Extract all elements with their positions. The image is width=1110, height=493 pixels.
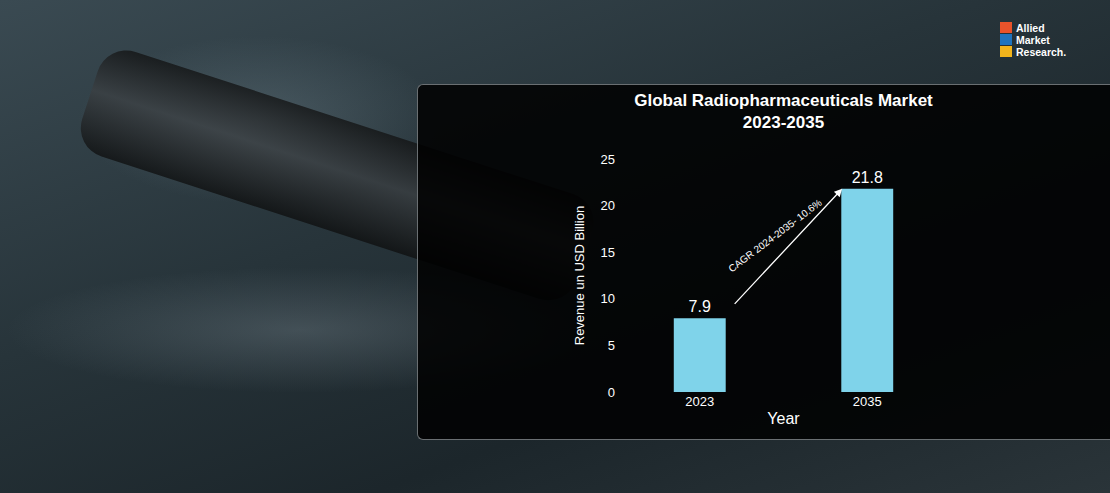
svg-text:0: 0 [608,385,615,400]
svg-text:2035: 2035 [853,394,882,409]
svg-text:Global Radiopharmaceuticals Ma: Global Radiopharmaceuticals Market2023-2… [634,91,933,132]
svg-text:Year: Year [767,410,800,427]
svg-text:Revenue un USD Billion: Revenue un USD Billion [572,206,587,345]
svg-text:CAGR 2024-2035- 10.6%: CAGR 2024-2035- 10.6% [726,197,824,274]
svg-text:2023: 2023 [685,394,714,409]
svg-text:15: 15 [601,245,615,260]
svg-text:7.9: 7.9 [689,298,711,315]
svg-text:25: 25 [601,152,615,167]
svg-text:21.8: 21.8 [852,169,883,186]
html-text:Allied: Allied [1016,22,1045,34]
html-text:Research.: Research. [1016,46,1067,58]
html-text:Market: Market [1016,34,1050,46]
svg-text:10: 10 [601,291,615,306]
svg-text:20: 20 [601,198,615,213]
svg-text:5: 5 [608,338,615,353]
